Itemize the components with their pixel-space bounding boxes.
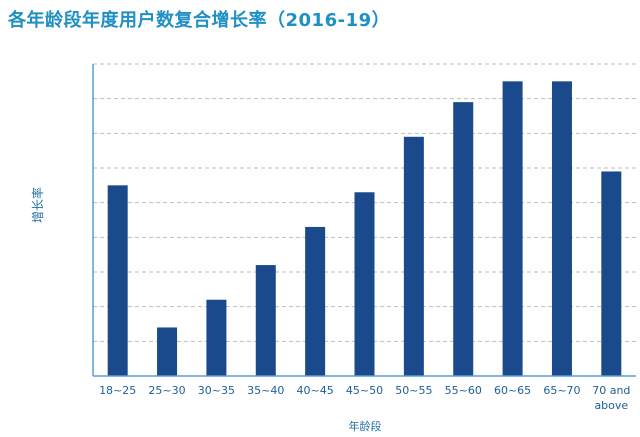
x-tick-label: 50~55 — [395, 384, 432, 397]
bar-1 — [157, 327, 178, 376]
y-axis-label: 增长率 — [30, 187, 45, 223]
x-tick-label: 18~25 — [99, 384, 136, 397]
x-tick-label: 55~60 — [445, 384, 482, 397]
x-tick-label: 65~70 — [543, 384, 580, 397]
x-tick-label: 40~45 — [297, 384, 334, 397]
bars — [107, 81, 622, 376]
bar-0 — [107, 185, 128, 376]
chart-title: 各年龄段年度用户数复合增长率（2016-19） — [8, 10, 391, 31]
bar-10 — [601, 171, 622, 376]
bar-3 — [255, 265, 276, 376]
axes — [92, 64, 636, 377]
bar-6 — [403, 136, 424, 376]
bar-7 — [453, 102, 474, 376]
x-tick-label: 25~30 — [148, 384, 185, 397]
bar-4 — [305, 226, 326, 376]
x-tick-label: 45~50 — [346, 384, 383, 397]
x-axis-label: 年龄段 — [349, 419, 382, 433]
bar-5 — [354, 192, 375, 376]
x-tick-labels: 18~25 25~30 30~35 35~40 40~45 45~50 50~55 55~60… — [99, 384, 630, 412]
bar-8 — [502, 81, 523, 376]
x-tick-label: 35~40 — [247, 384, 284, 397]
bar-9 — [551, 81, 572, 376]
x-tick-label: 30~35 — [198, 384, 235, 397]
x-tick-label: 70 and above — [592, 384, 630, 412]
x-tick-label: 60~65 — [494, 384, 531, 397]
bar-2 — [206, 299, 227, 376]
